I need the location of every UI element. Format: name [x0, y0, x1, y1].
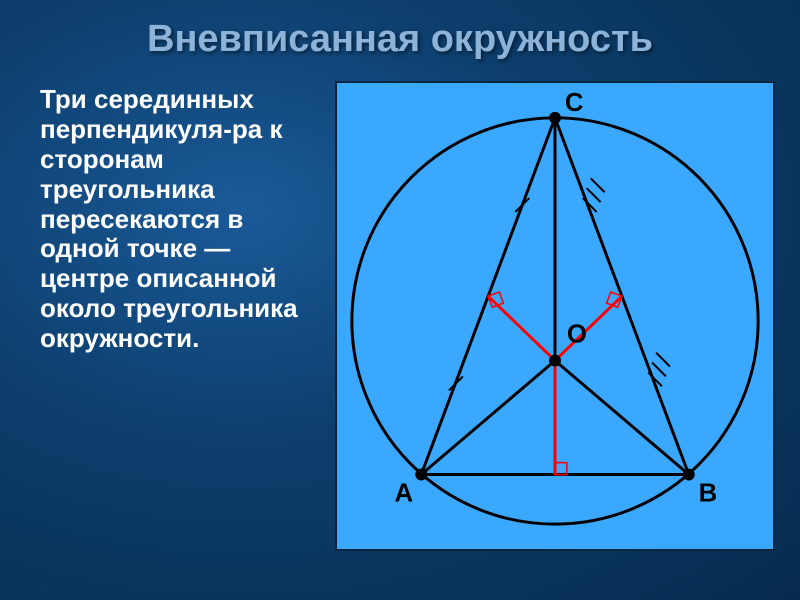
label-b: B — [699, 479, 718, 507]
point-c — [549, 112, 561, 124]
circumcircle-diagram: A B C O — [335, 81, 775, 551]
point-o — [549, 355, 561, 367]
slide-title: Вневписанная окружность — [0, 0, 800, 61]
body-text: Три серединных перпендикуля-ра к сторона… — [40, 81, 320, 551]
point-a — [415, 469, 427, 481]
label-c: C — [565, 89, 584, 117]
label-o: O — [567, 321, 587, 349]
point-b — [683, 469, 695, 481]
label-a: A — [394, 479, 413, 507]
diagram-container: A B C O — [330, 81, 780, 551]
